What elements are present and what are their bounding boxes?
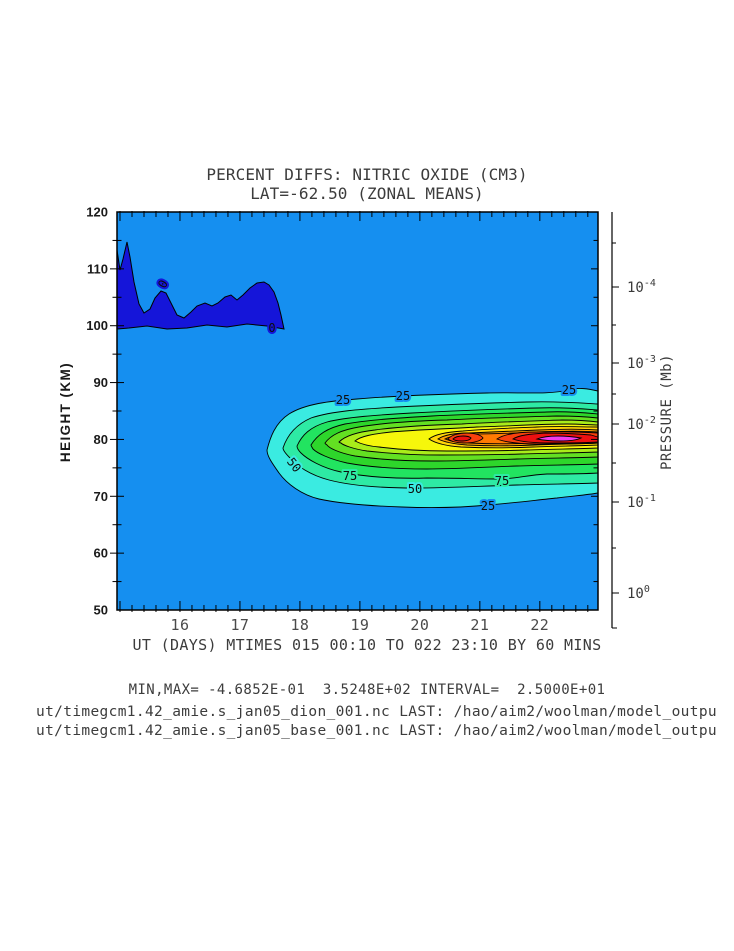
contour-label-25: 25	[336, 393, 350, 407]
page-title: PERCENT DIFFS: NITRIC OXIDE (CM3)	[206, 165, 528, 184]
source-file-line-2: ut/timegcm1.42_amie.s_jan05_base_001.nc …	[36, 723, 717, 739]
x-tick-label-19: 19	[350, 616, 369, 634]
height-tick-label-80: 80	[94, 432, 108, 447]
height-tick-label-90: 90	[94, 375, 108, 390]
source-file-line-1: ut/timegcm1.42_amie.s_jan05_dion_001.nc …	[36, 704, 717, 720]
pressure-tick-label-1e-4: 10-4	[627, 278, 656, 296]
x-tick-label-20: 20	[410, 616, 429, 634]
pressure-tick-label-1e0: 100	[627, 584, 650, 602]
contour-label-50: 50	[408, 482, 422, 496]
y-axis-label-pressure: PRESSURE (Mb)	[659, 353, 675, 471]
contour-label-25: 25	[396, 389, 410, 403]
x-tick-label-18: 18	[290, 616, 309, 634]
height-tick-label-60: 60	[94, 546, 108, 561]
height-tick-label-70: 70	[94, 489, 108, 504]
pressure-tick-label-1e-2: 10-2	[627, 415, 656, 433]
page-subtitle: LAT=-62.50 (ZONAL MEANS)	[250, 184, 484, 203]
negative-contour-region	[117, 241, 285, 330]
height-tick-label-100: 100	[86, 318, 108, 333]
x-axis-label: UT (DAYS) MTIMES 015 00:10 TO 022 23:10 …	[132, 636, 602, 654]
fill-band-300	[452, 435, 472, 442]
x-tick-label-16: 16	[171, 616, 190, 634]
y-axis-label-height: HEIGHT (KM)	[58, 361, 73, 463]
pressure-tick-label-1e-1: 10-1	[627, 493, 656, 511]
x-tick-label-22: 22	[530, 616, 549, 634]
plot-frame	[116, 211, 599, 611]
contour-label-25: 25	[562, 383, 576, 397]
x-tick-label-21: 21	[470, 616, 489, 634]
contour-label-0: 0	[268, 321, 275, 335]
height-tick-label-110: 110	[87, 261, 108, 276]
contour-label-75: 75	[343, 469, 357, 483]
fill-band-325	[535, 435, 583, 442]
pressure-tick-label-1e-3: 10-3	[627, 354, 656, 372]
contour-label-25: 25	[481, 499, 495, 513]
x-tick-label-17: 17	[231, 616, 250, 634]
minmax-interval-line: MIN,MAX= -4.6852E-01 3.5248E+02 INTERVAL…	[128, 682, 606, 698]
contour-label-75: 75	[495, 474, 509, 488]
height-tick-label-120: 120	[86, 205, 108, 220]
height-tick-label-50: 50	[94, 603, 108, 618]
